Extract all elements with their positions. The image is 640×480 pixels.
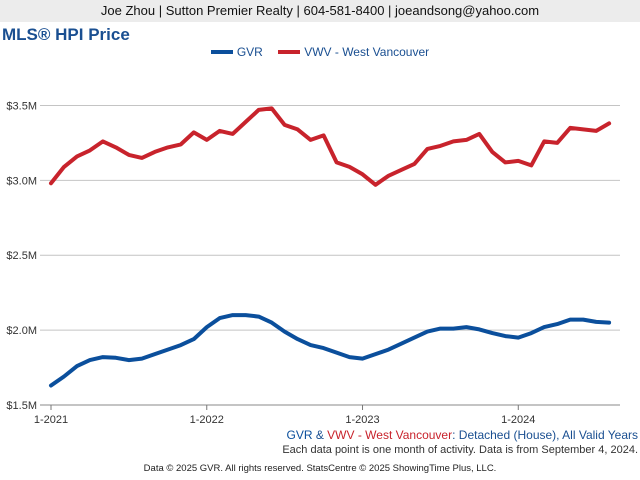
chart-legend: GVR VWV - West Vancouver <box>0 45 640 59</box>
legend-label-vwv: VWV - West Vancouver <box>304 45 430 59</box>
y-tick-label: $3.5M <box>6 100 37 112</box>
caption-gvr: GVR <box>286 428 313 442</box>
x-tick-label: 1-2024 <box>501 414 535 426</box>
series-line-gvr <box>49 313 612 388</box>
y-tick-label: $3.0M <box>6 175 37 187</box>
legend-swatch-gvr <box>210 49 233 54</box>
x-tick-label: 1-2021 <box>34 414 68 426</box>
y-tick-label: $2.0M <box>6 325 37 337</box>
legend-item-vwv[interactable]: VWV - West Vancouver <box>278 45 429 59</box>
legend-label-gvr: GVR <box>236 45 263 59</box>
data-note: Each data point is one month of activity… <box>282 444 638 456</box>
y-tick-label: $1.5M <box>6 400 37 412</box>
y-tick-label: $2.5M <box>6 250 37 262</box>
chart-caption: GVR & VWV - West Vancouver: Detached (Ho… <box>286 428 638 442</box>
x-tick-label: 1-2022 <box>190 414 224 426</box>
caption-rest: : Detached (House), All Valid Years <box>452 428 638 442</box>
caption-vwv: VWV - West Vancouver <box>327 428 453 442</box>
caption-amp: & <box>312 428 328 442</box>
x-tick-label: 1-2023 <box>345 414 379 426</box>
legend-swatch-vwv <box>278 49 301 54</box>
contact-bar: Joe Zhou | Sutton Premier Realty | 604-5… <box>0 0 640 22</box>
copyright-footer: Data © 2025 GVR. All rights reserved. St… <box>143 463 497 474</box>
series-line-vwv <box>49 106 612 187</box>
legend-item-gvr[interactable]: GVR <box>210 45 266 59</box>
chart-title: MLS® HPI Price <box>2 25 130 44</box>
contact-text: Joe Zhou | Sutton Premier Realty | 604-5… <box>100 3 540 18</box>
